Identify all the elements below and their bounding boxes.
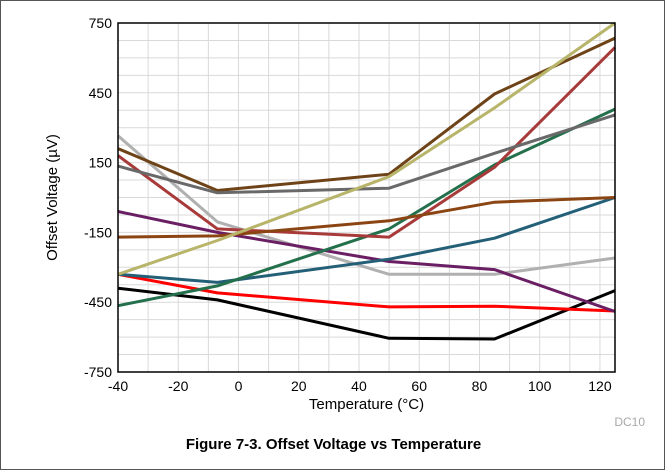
series-lines: [117, 21, 617, 341]
series-line-1: [117, 286, 616, 341]
figure-code: DC10: [614, 415, 645, 429]
plot-border: [117, 22, 616, 373]
x-tick-label: -20: [168, 378, 188, 394]
series-line-11: [117, 21, 616, 276]
series-line-2: [117, 272, 616, 313]
series-line-3: [117, 134, 616, 276]
x-axis-label: Temperature (°C): [309, 396, 424, 413]
series-line-8: [117, 196, 616, 239]
tick-labels: -40 -20 0 20 40 60 80 100 120 750 450 150 -150 -450 -7…: [84, 15, 612, 394]
series-line-7: [117, 46, 617, 239]
y-tick-label: 450: [89, 85, 113, 101]
x-tick-label: -40: [108, 378, 128, 394]
y-tick-label: 150: [89, 155, 113, 171]
y-tick-label: -450: [84, 294, 112, 310]
series-line-5: [117, 196, 616, 284]
x-tick-label: 80: [472, 378, 488, 394]
x-tick-label: 60: [411, 378, 427, 394]
series-line-4: [117, 210, 616, 313]
y-tick-label: -750: [84, 364, 112, 380]
x-tick-label: 120: [588, 378, 612, 394]
figure-caption: Figure 7-3. Offset Voltage vs Temperatur…: [185, 436, 482, 453]
series-line-9: [117, 36, 616, 192]
y-tick-label: -150: [84, 224, 112, 240]
x-tick-label: 100: [528, 378, 552, 394]
series-line-6: [117, 107, 616, 308]
x-tick-label: 40: [351, 378, 367, 394]
x-tick-label: 0: [235, 378, 243, 394]
series-line-10: [117, 113, 616, 195]
y-axis-label: Offset Voltage (µV): [44, 134, 61, 261]
x-tick-label: 20: [291, 378, 307, 394]
y-tick-label: 750: [89, 15, 113, 31]
offset-voltage-chart: -40 -20 0 20 40 60 80 100 120 750 450 150 -150 -450 -7…: [44, 15, 645, 429]
